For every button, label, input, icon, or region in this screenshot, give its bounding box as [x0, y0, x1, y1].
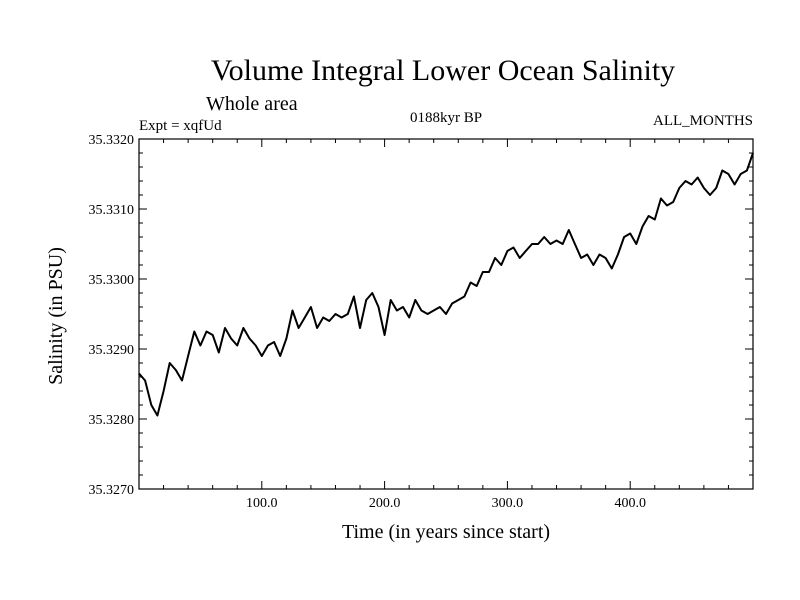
salinity-series-line — [138, 152, 754, 417]
chart-subtitle: Whole area — [206, 93, 298, 115]
y-axis-label: Salinity (in PSU) — [45, 247, 67, 385]
y-tick-label: 35.3270 — [89, 483, 135, 498]
x-axis-label: Time (in years since start) — [342, 521, 550, 543]
x-tick-label: 200.0 — [369, 496, 401, 511]
plot-frame — [138, 138, 754, 490]
experiment-label: Expt = xqfUd — [139, 118, 222, 134]
y-tick-label: 35.3290 — [89, 343, 135, 358]
months-label: ALL_MONTHS — [653, 113, 753, 129]
y-tick-label: 35.3310 — [89, 203, 135, 218]
x-axis-ticks: 100.0 200.0 300.0 400.0 — [138, 139, 754, 511]
x-tick-label: 300.0 — [492, 496, 524, 511]
y-tick-label: 35.3300 — [89, 273, 135, 288]
x-tick-label: 400.0 — [614, 496, 646, 511]
y-tick-label: 35.3320 — [89, 133, 135, 148]
period-label: 0188kyr BP — [410, 110, 482, 126]
chart-title: Volume Integral Lower Ocean Salinity — [211, 54, 675, 87]
y-tick-label: 35.3280 — [89, 413, 135, 428]
x-tick-label: 100.0 — [246, 496, 278, 511]
y-axis-ticks: 35.3270 35.3280 35.3290 35.3300 35.3310 35.33… — [89, 133, 753, 498]
